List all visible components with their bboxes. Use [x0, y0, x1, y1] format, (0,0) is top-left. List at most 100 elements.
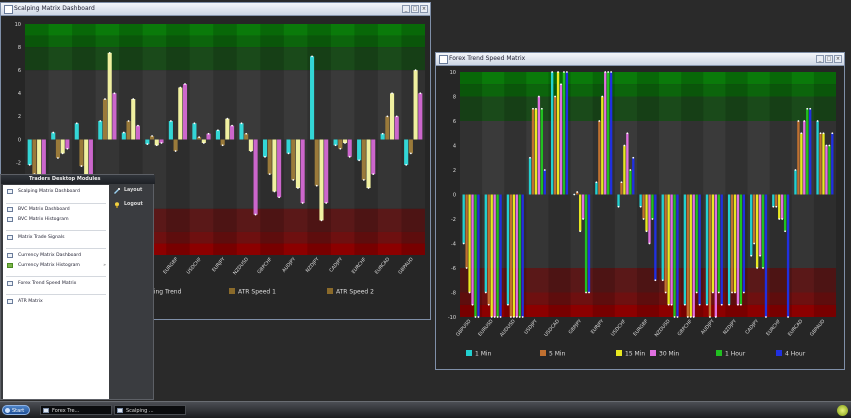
forex-title: Forex Trend Speed Matrix — [449, 55, 526, 62]
bar — [338, 139, 343, 149]
y-tick-label: 0 — [453, 192, 456, 198]
close-button[interactable]: × — [420, 5, 428, 13]
taskbar-item-forex[interactable]: Forex Tre... — [40, 405, 112, 415]
bar-cap-dot — [706, 303, 708, 306]
bar — [366, 139, 371, 189]
bar-cap-dot — [809, 107, 812, 110]
y-tick-label: -4 — [451, 241, 456, 247]
y-tick-label: 8 — [453, 94, 456, 100]
minimize-button[interactable]: _ — [402, 5, 410, 13]
menu-item-currency-matrix-dashboard[interactable]: Currency Matrix Dashboard — [3, 251, 109, 261]
bar — [295, 139, 300, 189]
bar-cap-dot — [367, 187, 370, 189]
bar-cap-dot — [664, 291, 667, 294]
bar-cap-dot — [753, 242, 756, 245]
bar — [604, 72, 607, 195]
bar-cap-dot — [311, 55, 313, 58]
bar-cap-dot — [543, 169, 546, 171]
y-tick-label: -2 — [451, 217, 456, 223]
bar — [135, 125, 140, 140]
menu-item-atr-matrix[interactable]: ATR Matrix — [3, 297, 109, 307]
submenu-arrow-icon: » — [103, 263, 106, 268]
column-stripe — [636, 72, 660, 317]
tray-status-icon[interactable] — [837, 405, 848, 416]
taskbar-item-scalping[interactable]: Scalping ... — [114, 405, 186, 415]
bar-cap-dot — [465, 267, 468, 269]
bar — [342, 139, 348, 143]
menu-item-forex-trend-speed-matrix[interactable]: Forex Trend Speed Matrix — [3, 279, 109, 289]
bar-cap-dot — [80, 165, 83, 167]
bar — [800, 133, 803, 195]
close-button[interactable]: × — [834, 55, 842, 63]
bar-cap-dot — [75, 122, 78, 125]
bar — [51, 132, 56, 140]
bar-cap-dot — [217, 129, 219, 132]
bar — [319, 139, 324, 221]
menu-item-matrix-trade-signals[interactable]: Matrix Trade Signals — [3, 233, 109, 243]
bar — [182, 84, 188, 140]
chart-band — [460, 84, 836, 97]
bar-cap-dot — [642, 218, 645, 220]
bar-cap-dot — [226, 117, 229, 120]
x-tick-label: EURJPY — [211, 256, 227, 273]
bar — [107, 52, 112, 140]
layout-button[interactable]: Layout — [114, 186, 142, 196]
bar-cap-dot — [585, 291, 587, 294]
bar — [79, 139, 84, 167]
x-tick-label: GBPAUD — [397, 256, 415, 275]
column-stripe — [166, 24, 190, 255]
bar — [371, 139, 376, 175]
logout-button[interactable]: Logout — [114, 200, 143, 210]
menu-item-scalping-matrix-dashboard[interactable]: Scalping Matrix Dashboard — [3, 187, 109, 197]
bar-cap-dot — [127, 120, 130, 122]
legend-label: 30 Min — [659, 351, 679, 358]
bar — [173, 139, 178, 152]
bar — [727, 194, 731, 305]
x-tick-label: GBPCHF — [677, 318, 694, 337]
menu-item-bvc-matrix-histogram[interactable]: BVC Matrix Histogram — [3, 215, 109, 225]
x-tick-label: EURCHF — [765, 318, 782, 337]
scalping-chart: 1086420-2-4-6-8-10EURGBPUSDCHFEURJPYNZDU… — [13, 22, 425, 296]
window-controls: _ □ × — [816, 55, 842, 63]
bar-cap-dot — [673, 316, 676, 318]
minimize-button[interactable]: _ — [816, 55, 824, 63]
menu-item-currency-matrix-histogram[interactable]: Currency Matrix Histogram» — [3, 261, 109, 271]
bar — [361, 139, 366, 180]
scalping-window[interactable]: Scalping Matrix Dashboard _ □ × 10 8 6 4 2 0 -… — [0, 2, 431, 320]
bar-cap-dot — [607, 71, 610, 73]
bar — [695, 194, 698, 293]
bar — [310, 56, 315, 140]
bar — [534, 108, 538, 195]
bar-cap-dot — [28, 164, 31, 166]
maximize-button[interactable]: □ — [825, 55, 833, 63]
bar — [493, 194, 496, 317]
window-controls: _ □ × — [402, 5, 428, 13]
forex-titlebar[interactable]: Forex Trend Speed Matrix _ □ × — [436, 53, 844, 66]
x-tick-label: EURJPY — [590, 318, 606, 335]
bar — [37, 139, 42, 184]
bar-cap-dot — [344, 142, 346, 144]
bar — [324, 139, 329, 204]
x-tick-label: USDCHF — [186, 256, 204, 275]
bar-cap-dot — [339, 147, 342, 150]
bar — [822, 133, 825, 195]
column-stripe — [769, 72, 792, 317]
bar-cap-dot — [61, 152, 64, 155]
chart-band — [460, 121, 836, 195]
forex-window[interactable]: Forex Trend Speed Matrix _ □ × 10 8 6 4 2 0 -2… — [435, 52, 845, 370]
bar-cap-dot — [372, 173, 375, 176]
maximize-button[interactable]: □ — [411, 5, 419, 13]
bar-cap-dot — [667, 303, 670, 306]
x-tick-label: AUDJPY — [700, 318, 716, 335]
bar — [150, 136, 155, 140]
legend-label: 4 Hour — [785, 351, 806, 358]
scalping-titlebar[interactable]: Scalping Matrix Dashboard _ □ × — [1, 3, 430, 16]
bar — [736, 194, 740, 305]
bar-cap-dot — [819, 132, 822, 135]
window-icon — [439, 55, 448, 64]
bar — [632, 157, 635, 195]
y-tick-label: 8 — [18, 45, 21, 51]
start-button[interactable]: Start — [2, 405, 30, 415]
menu-item-bvc-matrix-dashboard[interactable]: BVC Matrix Dashboard — [3, 205, 109, 215]
bar — [750, 194, 753, 256]
